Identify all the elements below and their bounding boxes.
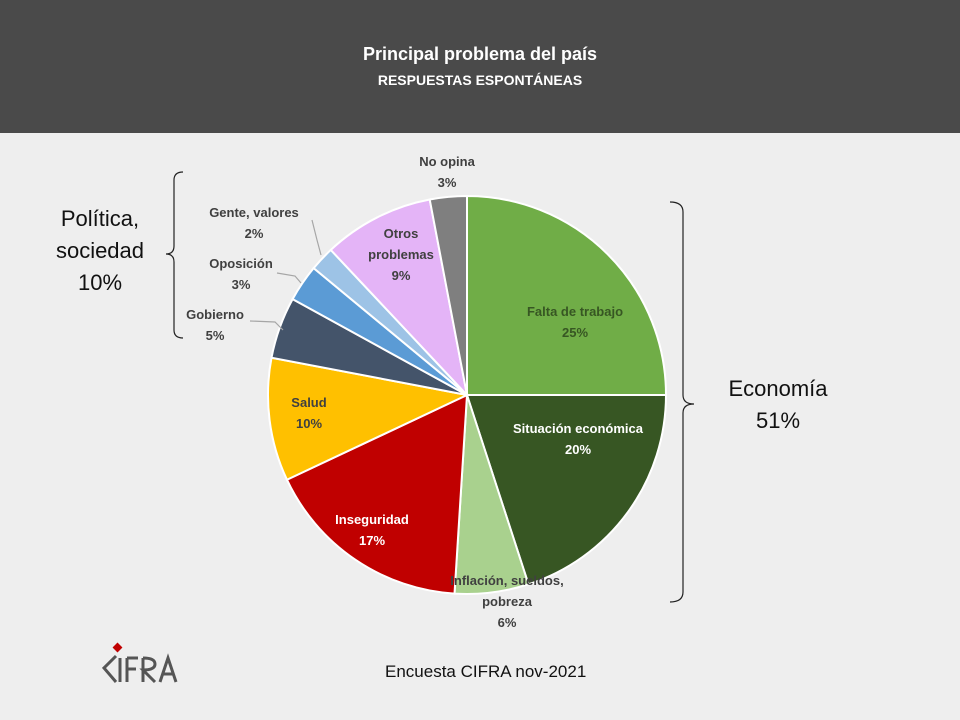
leader-line [276,272,302,284]
slice-label: Gente, valores 2% [209,205,299,241]
group-value: 10% [77,270,123,295]
header-bar: Principal problema del país RESPUESTAS E… [0,0,960,133]
group-bracket-economia [669,201,695,603]
slice-label: Inflación, sueldos, pobreza 6% [450,573,563,630]
pie-slice-falta-de-trabajo [466,194,668,396]
slice-label: Falta de trabajo 25% [527,304,623,340]
slice-label: Gobierno 5% [186,307,244,343]
chart-subtitle: RESPUESTAS ESPONTÁNEAS [377,72,583,88]
slice-label: No opina 3% [419,154,475,190]
group-value: 51% [755,408,801,433]
cifra-logo [101,642,178,684]
slice-label: Otros problemas 9% [368,226,434,283]
pie-slice-no-opina [428,194,468,396]
group-label-politica-sociedad: Política, sociedad 10% [40,203,160,299]
pie-slice-situación-económica [465,394,668,586]
group-label-economia: Economía 51% [712,373,844,437]
slice-label: Situación económica 20% [513,421,644,457]
slice-label: Salud 10% [291,395,326,431]
slice-label: Inseguridad 17% [335,512,409,548]
source-note: Encuesta CIFRA nov-2021 [385,662,587,681]
leader-line [249,320,284,331]
group-name: Economía [728,376,828,401]
chart-title: Principal problema del país [362,44,598,64]
slice-label: Oposición 3% [209,256,273,292]
group-bracket-politica-sociedad [165,171,184,339]
pie-slice-otros-problemas [329,198,469,399]
pie-slice-inseguridad [285,393,469,595]
leader-line [311,219,322,256]
group-name: Política, sociedad [55,206,145,263]
pie-slice-salud [267,356,471,482]
